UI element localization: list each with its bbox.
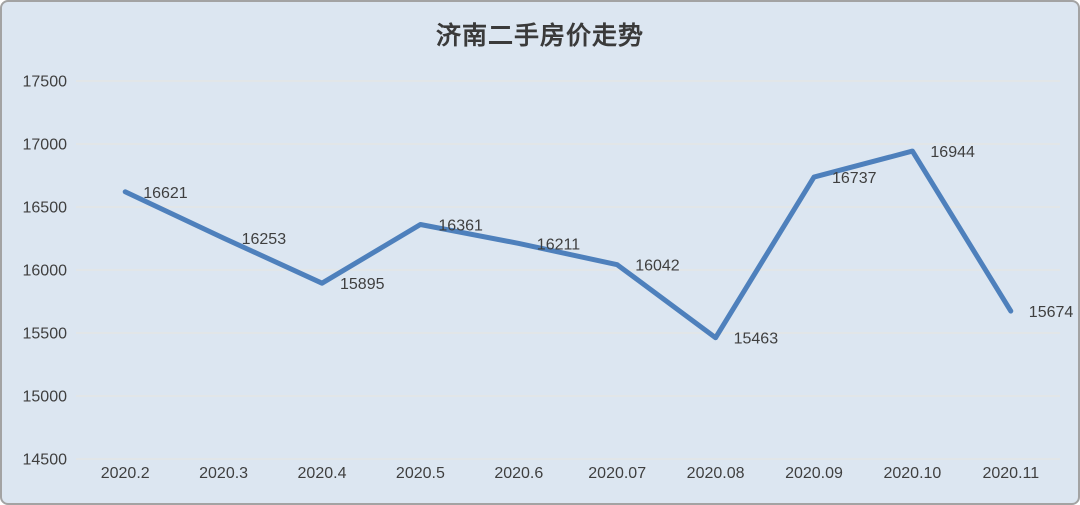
data-label: 16042: [635, 258, 680, 275]
data-label: 15463: [734, 331, 779, 348]
y-axis-tick-label: 17000: [23, 137, 68, 154]
x-axis-tick-label: 2020.10: [883, 465, 941, 482]
data-label: 16361: [438, 218, 483, 235]
data-label: 16737: [832, 170, 877, 187]
y-axis-tick-label: 16500: [23, 200, 68, 217]
data-label: 16944: [930, 144, 975, 161]
x-axis-tick-label: 2020.2: [101, 465, 150, 482]
chart-title: 济南二手房价走势: [435, 21, 644, 50]
x-axis-tick-label: 2020.11: [982, 465, 1039, 482]
x-axis-tick-label: 2020.08: [687, 465, 745, 482]
x-axis-tick-label: 2020.3: [199, 465, 248, 482]
data-label: 16253: [242, 231, 287, 248]
x-axis-tick-label: 2020.4: [298, 465, 347, 482]
y-axis-tick-label: 16000: [23, 263, 68, 280]
y-axis-tick-label: 14500: [23, 452, 68, 469]
y-axis-tick-label: 15000: [23, 389, 68, 406]
x-axis-tick-label: 2020.5: [396, 465, 445, 482]
price-trend-line: [122, 148, 1014, 341]
data-label: 15895: [340, 276, 385, 293]
x-axis-tick-label: 2020.07: [588, 465, 646, 482]
x-axis-tick-label: 2020.09: [785, 465, 843, 482]
y-axis-tick-label: 17500: [23, 74, 68, 91]
x-axis-tick-label: 2020.6: [494, 465, 543, 482]
y-axis-tick-label: 15500: [23, 326, 68, 343]
data-label: 15674: [1029, 304, 1074, 321]
data-label: 16621: [143, 185, 188, 202]
data-label: 16211: [537, 236, 580, 253]
